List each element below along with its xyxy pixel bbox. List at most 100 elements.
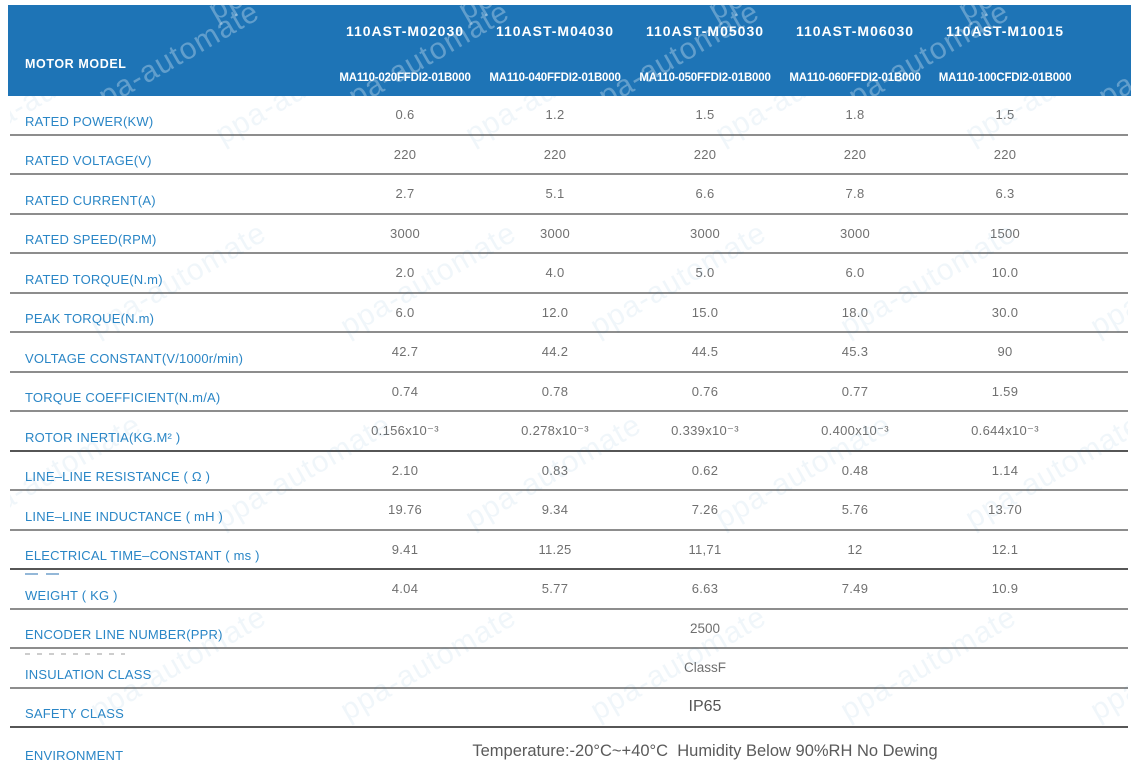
spec-value: 220 — [843, 146, 867, 162]
spec-value: 0.6 — [395, 107, 415, 123]
spec-row: WEIGHT ( KG ) 4.04 5.77 6.63 7.49 10.9 — [10, 570, 1128, 610]
model-code: MA110-100CFDI2-01B000 — [938, 72, 1072, 84]
spec-value: 5.0 — [695, 265, 715, 281]
spec-value: 45.3 — [841, 344, 869, 360]
spec-value: 1.5 — [995, 107, 1015, 123]
spec-value: 2.0 — [395, 265, 415, 281]
spec-value: 0.644x10⁻³ — [971, 422, 1039, 438]
spec-row-label: ELECTRICAL TIME–CONSTANT ( ms ) — [25, 548, 260, 563]
spec-value: 4.0 — [545, 265, 565, 281]
spec-row: RATED TORQUE(N.m) 2.0 4.0 5.0 6.0 10.0 — [10, 254, 1128, 294]
spec-row: RATED VOLTAGE(V) 220 220 220 220 220 — [10, 136, 1128, 175]
spec-value: 6.0 — [845, 265, 865, 281]
model-code: MA110-020FFDI2-01B000 — [339, 72, 471, 84]
spec-span-value: ClassF — [683, 660, 726, 676]
spec-value: 0.400x10⁻³ — [821, 422, 889, 438]
model-name: 110AST-M05030 — [645, 23, 765, 39]
spec-row-label: RATED SPEED(RPM) — [25, 232, 157, 247]
spec-value: 3000 — [689, 225, 721, 241]
spec-value: 9.41 — [391, 541, 419, 557]
spec-value: 2.7 — [395, 186, 415, 202]
spec-row: ENVIRONMENT Temperature:-20°C~+40°C Humid… — [10, 728, 1128, 768]
spec-span-value: 2500 — [689, 620, 721, 636]
spec-row-label: RATED POWER(KW) — [25, 113, 154, 129]
spec-value: 12 — [847, 541, 863, 557]
model-column: 110AST-M02030 MA110-020FFDI2-01B000 — [330, 5, 480, 96]
spec-row-label: ENCODER LINE NUMBER(PPR) — [25, 627, 223, 642]
model-name: 110AST-M04030 — [495, 23, 615, 39]
spec-value: 220 — [543, 146, 567, 162]
spec-value: 4.04 — [391, 581, 419, 597]
model-code: MA110-040FFDI2-01B000 — [489, 72, 621, 84]
spec-value: 7.8 — [845, 186, 865, 202]
spec-row-label: INSULATION CLASS — [25, 666, 152, 682]
spec-value: 7.26 — [691, 502, 719, 518]
spec-value: 3000 — [539, 225, 571, 241]
spec-value: 0.76 — [691, 383, 719, 399]
spec-value: 19.76 — [387, 502, 423, 518]
spec-value: 0.278x10⁻³ — [521, 422, 589, 438]
spec-row-label: VOLTAGE CONSTANT(V/1000r/min) — [25, 350, 244, 366]
spec-value: 5.77 — [541, 581, 569, 597]
spec-value: 44.2 — [541, 344, 569, 360]
spec-value: 6.0 — [395, 304, 415, 320]
spec-value: 90 — [997, 344, 1013, 360]
model-code: MA110-060FFDI2-01B000 — [789, 72, 921, 84]
spec-value: 220 — [393, 146, 417, 162]
spec-row: RATED POWER(KW) 0.6 1.2 1.5 1.8 1.5 — [10, 96, 1128, 136]
spec-value: 11,71 — [688, 541, 722, 557]
spec-value: 0.156x10⁻³ — [371, 422, 439, 438]
spec-value: 0.83 — [541, 462, 569, 478]
spec-value: 1.8 — [845, 107, 865, 123]
spec-row: PEAK TORQUE(N.m) 6.0 12.0 15.0 18.0 30.0 — [10, 294, 1128, 333]
spec-value: 0.339x10⁻³ — [671, 422, 739, 438]
spec-value: 12.0 — [541, 304, 569, 320]
spec-value: 11.25 — [538, 541, 572, 557]
spec-span-value: IP65 — [688, 698, 722, 716]
model-name: 110AST-M10015 — [945, 23, 1065, 39]
spec-rows: RATED POWER(KW) 0.6 1.2 1.5 1.8 1.5 RATED VOLT… — [10, 96, 1128, 768]
spec-row: RATED SPEED(RPM) 3000 3000 3000 3000 1500 — [10, 215, 1128, 254]
model-column: 110AST-M05030 MA110-050FFDI2-01B000 — [630, 5, 780, 96]
spec-value: 6.3 — [995, 186, 1015, 202]
spec-row-label: RATED VOLTAGE(V) — [25, 153, 152, 168]
spec-value: 1.5 — [695, 107, 715, 123]
spec-value: 5.76 — [841, 502, 869, 518]
spec-row-label: LINE–LINE RESISTANCE ( Ω ) — [25, 469, 211, 484]
spec-row: VOLTAGE CONSTANT(V/1000r/min) 42.7 44.2 44.… — [10, 333, 1128, 373]
spec-row-label: WEIGHT ( KG ) — [25, 587, 118, 603]
spec-value: 1.59 — [991, 383, 1019, 399]
spec-value: 2.10 — [391, 462, 419, 478]
spec-row: ROTOR INERTIA(KG.M² ) 0.156x10⁻³ 0.278x10⁻… — [10, 412, 1128, 452]
spec-span-value: Temperature:-20°C~+40°C Humidity Below 9… — [472, 742, 938, 761]
watermark-text: ppa-automate — [1077, 5, 1131, 96]
motor-model-label: MOTOR MODEL — [25, 57, 127, 71]
model-code: MA110-050FFDI2-01B000 — [639, 72, 771, 84]
spec-value: 220 — [993, 146, 1017, 162]
spec-row-label: ENVIRONMENT — [25, 747, 124, 763]
spec-row: LINE–LINE RESISTANCE ( Ω ) 2.10 0.83 0.62 0.… — [10, 452, 1128, 491]
spec-value: 18.0 — [841, 304, 869, 320]
spec-value: 3000 — [839, 225, 871, 241]
spec-value: 12.1 — [991, 541, 1019, 557]
spec-value: 7.49 — [841, 581, 869, 597]
spec-value: 0.48 — [841, 462, 869, 478]
spec-value: 9.34 — [541, 502, 569, 518]
spec-value: 13.70 — [987, 502, 1023, 518]
spec-value: 42.7 — [391, 344, 419, 360]
model-name: 110AST-M06030 — [795, 23, 915, 39]
spec-value: 10.9 — [991, 581, 1019, 597]
spec-value: 30.0 — [991, 304, 1019, 320]
spec-row: SAFETY CLASS IP65 — [10, 689, 1128, 728]
spec-value: 6.63 — [691, 581, 719, 597]
spec-value: 3000 — [389, 225, 421, 241]
spec-row: RATED CURRENT(A) 2.7 5.1 6.6 7.8 6.3 — [10, 175, 1128, 215]
spec-value: 10.0 — [991, 265, 1019, 281]
spec-row: INSULATION CLASS ClassF — [10, 649, 1128, 689]
spec-value: 1.14 — [991, 462, 1019, 478]
spec-value: 0.62 — [691, 462, 719, 478]
spec-value: 1.2 — [545, 107, 565, 123]
spec-row-label: RATED CURRENT(A) — [25, 192, 156, 208]
spec-value: 220 — [693, 146, 717, 162]
